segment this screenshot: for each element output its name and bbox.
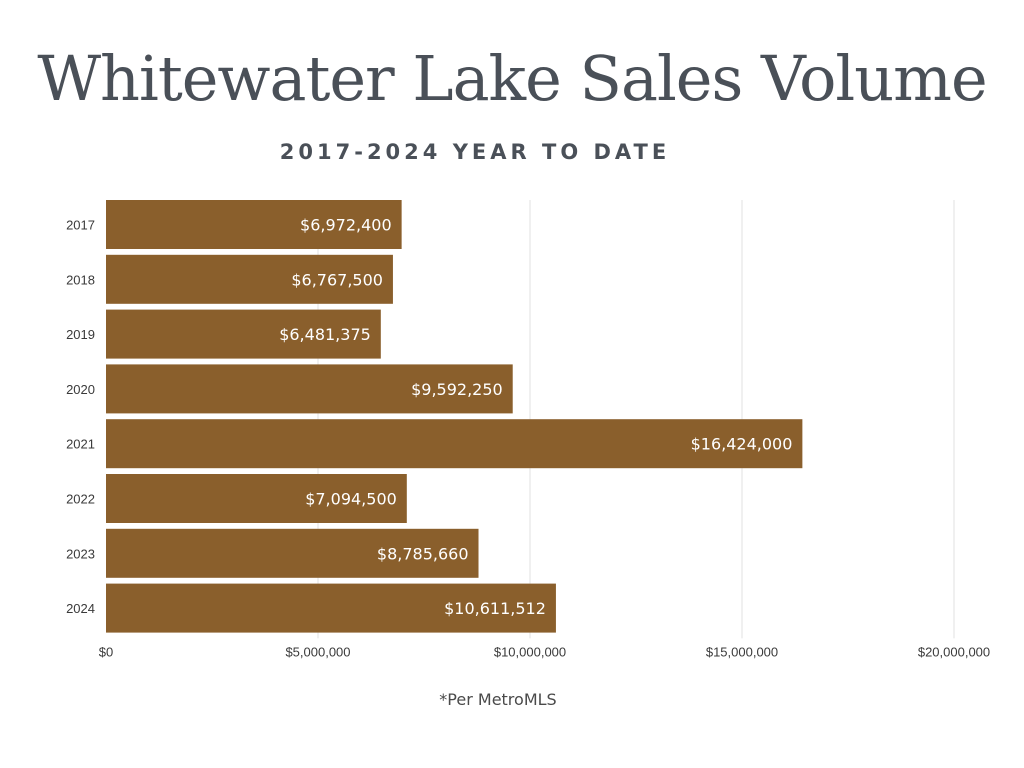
bar-chart: $6,972,400 $6,767,500 $6,481,375 $9,592,250…: [66, 200, 990, 659]
bar-2022: [106, 474, 407, 523]
x-tick-label: $0: [99, 644, 113, 659]
bar-value-label: $10,611,512: [444, 599, 546, 618]
x-tick-label: $10,000,000: [494, 644, 566, 659]
category-label: 2024: [66, 601, 95, 616]
bar-value-label: $6,767,500: [291, 270, 383, 289]
source-footnote: *Per MetroMLS: [439, 690, 557, 709]
bar-value-label: $8,785,660: [377, 544, 469, 563]
bars: $6,972,400 $6,767,500 $6,481,375 $9,592,250…: [106, 200, 803, 633]
bar-2024: [106, 583, 556, 633]
chart-title: Whitewater Lake Sales Volume: [37, 42, 987, 115]
bar-2020: [106, 364, 513, 414]
bar-2018: [106, 254, 393, 304]
chart-subtitle: 2017-2024 YEAR TO DATE: [279, 140, 671, 164]
category-label: 2019: [66, 327, 95, 342]
category-label: 2018: [66, 272, 95, 287]
bar-value-label: $7,094,500: [305, 490, 397, 509]
bar-value-label: $16,424,000: [691, 435, 793, 454]
bar-2023: [106, 528, 479, 578]
bar-2021: [106, 419, 803, 469]
category-label: 2022: [66, 492, 95, 507]
x-tick-label: $20,000,000: [918, 644, 990, 659]
bar-value-label: $9,592,250: [411, 380, 503, 399]
x-tick-label: $15,000,000: [706, 644, 778, 659]
category-label: 2021: [66, 437, 95, 452]
category-axis: 2017 2018 2019 2020 2021 2022 2023 2024: [66, 218, 95, 617]
category-label: 2023: [66, 546, 95, 561]
bar-2017: [106, 200, 402, 249]
category-label: 2017: [66, 218, 95, 233]
value-axis: $0 $5,000,000 $10,000,000 $15,000,000 $20,00…: [99, 644, 990, 659]
x-tick-label: $5,000,000: [285, 644, 350, 659]
bar-2019: [106, 309, 381, 359]
bar-value-label: $6,481,375: [279, 325, 371, 344]
bar-value-label: $6,972,400: [300, 216, 392, 235]
category-label: 2020: [66, 382, 95, 397]
